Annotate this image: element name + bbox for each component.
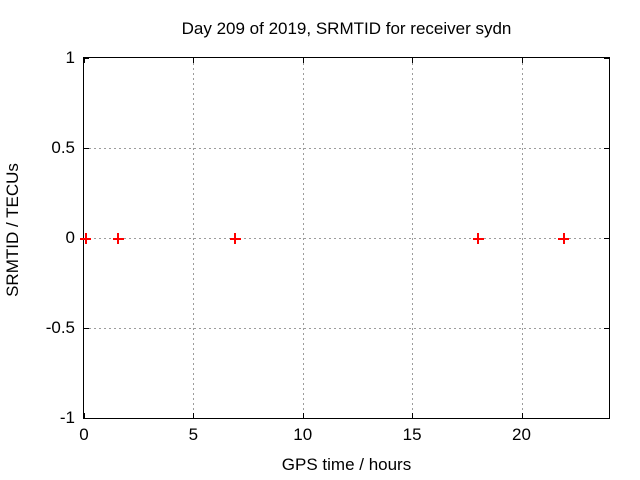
data-point-marker bbox=[558, 233, 570, 244]
x-tick-label: 15 bbox=[402, 425, 422, 444]
x-tick-label: 10 bbox=[293, 425, 313, 444]
y-tick-label: -0.5 bbox=[45, 318, 75, 337]
y-tick-right bbox=[604, 238, 609, 239]
y-tick-right bbox=[604, 418, 609, 419]
x-tick-top bbox=[84, 58, 85, 63]
data-point-marker bbox=[112, 233, 124, 244]
x-tick-top bbox=[193, 58, 195, 63]
y-tick-left bbox=[84, 418, 89, 419]
y-tick-left bbox=[84, 58, 89, 59]
y-tick-right bbox=[604, 328, 609, 329]
x-tick-label: 20 bbox=[512, 425, 531, 444]
x-tick-bottom bbox=[521, 413, 523, 418]
plot-area bbox=[80, 57, 610, 419]
y-tick-label: 1 bbox=[65, 48, 75, 67]
y-tick-label: -1 bbox=[59, 408, 75, 427]
x-tick-bottom bbox=[302, 413, 304, 418]
x-tick-top bbox=[302, 58, 304, 63]
y-tick-right bbox=[604, 148, 609, 149]
y-tick-right bbox=[604, 58, 609, 59]
data-point-marker bbox=[80, 233, 92, 244]
y-gridline bbox=[84, 148, 609, 149]
x-tick-label: 5 bbox=[188, 425, 199, 444]
y-gridline bbox=[84, 328, 609, 329]
x-tick-bottom bbox=[412, 413, 414, 418]
data-point-marker bbox=[229, 233, 241, 244]
x-axis-label: GPS time / hours bbox=[281, 455, 412, 474]
y-tick-left bbox=[84, 148, 89, 149]
x-tick-top bbox=[521, 58, 523, 63]
x-tick-label: 0 bbox=[79, 425, 89, 444]
data-point-marker bbox=[472, 233, 484, 244]
y-gridline bbox=[84, 238, 609, 239]
y-tick-label: 0.5 bbox=[51, 138, 75, 157]
y-tick-label: 0 bbox=[65, 228, 75, 247]
y-tick-left bbox=[84, 328, 89, 329]
chart-title: Day 209 of 2019, SRMTID for receiver syd… bbox=[181, 19, 512, 38]
x-tick-top bbox=[412, 58, 414, 63]
x-tick-bottom bbox=[193, 413, 195, 418]
x-tick-bottom bbox=[84, 413, 85, 418]
